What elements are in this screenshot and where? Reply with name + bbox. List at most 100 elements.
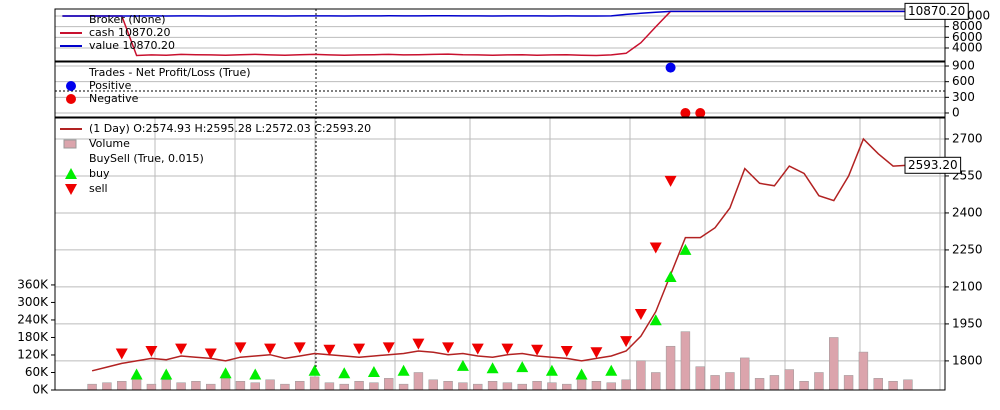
legend-label: cash 10870.20 [89, 26, 170, 39]
marker [175, 343, 188, 355]
marker [679, 243, 692, 255]
volume-bar [324, 382, 335, 391]
y-tick-label: 2400 [952, 205, 983, 219]
volume-bar [176, 382, 186, 391]
last-value-box [904, 2, 969, 20]
y2-tick-label: 240K [17, 312, 49, 326]
volume-bar [428, 379, 438, 391]
series-line [62, 10, 938, 57]
marker [649, 314, 662, 326]
last-value-box [904, 156, 962, 174]
legend-swatch [66, 94, 76, 104]
y-tick-label: 2100 [952, 279, 983, 293]
volume-bar [339, 383, 349, 391]
legend-swatch [65, 168, 77, 179]
volume-bar [710, 375, 720, 391]
volume-bar [695, 366, 705, 391]
volume-bar [858, 351, 869, 391]
y-tick-label: 300 [952, 90, 975, 104]
marker [442, 342, 455, 354]
marker [575, 368, 588, 380]
volume-bar [473, 383, 483, 391]
last-value-label: 10870.20 [908, 4, 965, 18]
y-tick-label: 600 [952, 74, 975, 88]
volume-bar [309, 376, 320, 391]
volume-bar [191, 380, 201, 391]
volume-bar [398, 383, 409, 391]
volume-bar [487, 380, 498, 391]
volume-bar [146, 383, 157, 391]
volume-bar [443, 380, 453, 391]
marker [501, 343, 514, 355]
last-value-label: 2593.20 [908, 158, 958, 172]
marker [664, 271, 677, 283]
volume-bar [517, 383, 527, 391]
volume-bar [369, 382, 379, 391]
legend-label: Positive [89, 79, 132, 92]
marker [516, 361, 529, 373]
marker [456, 359, 469, 371]
marker [397, 364, 410, 376]
y-tick-label: 0 [952, 105, 960, 119]
marker [695, 107, 706, 118]
volume-bar [295, 380, 305, 391]
volume-bar [502, 382, 513, 391]
marker [665, 62, 676, 73]
legend-title: BuySell (True, 0.015) [89, 152, 204, 165]
y2-tick-label: 120K [17, 347, 49, 361]
y2-tick-label: 180K [17, 330, 49, 344]
marker [353, 343, 366, 355]
marker [382, 342, 395, 354]
panel-frame [54, 8, 946, 62]
volume-bar [547, 382, 557, 391]
y-tick-label: 1800 [952, 353, 983, 367]
marker [219, 367, 232, 379]
volume-bar [265, 379, 275, 391]
volume-bar [413, 372, 424, 391]
marker [308, 364, 321, 376]
y-tick-label: 8000 [952, 19, 983, 33]
marker [412, 338, 425, 350]
volume-bar [562, 383, 572, 391]
legend-swatch [66, 81, 76, 91]
legend-label: Volume [89, 137, 130, 150]
marker [293, 342, 306, 354]
volume-bar [532, 380, 542, 391]
y-tick-label: 1950 [952, 316, 983, 330]
volume-bar [769, 375, 780, 391]
marker [605, 364, 618, 376]
marker [204, 348, 217, 360]
legend-label: value 10870.20 [89, 39, 175, 52]
volume-bar [740, 357, 750, 391]
marker [531, 344, 544, 356]
volume-bar [873, 378, 883, 391]
volume-bar [206, 383, 216, 391]
y2-tick-label: 360K [17, 277, 49, 291]
series-line [62, 10, 938, 17]
marker [234, 342, 247, 354]
marker [338, 367, 351, 379]
volume-bar [814, 372, 824, 391]
y-tick-label: 900 [952, 59, 975, 73]
marker [560, 346, 573, 358]
volume-bar [250, 382, 260, 391]
marker [664, 175, 677, 187]
marker [590, 347, 603, 359]
panel-frame [54, 117, 946, 391]
volume-bar [87, 383, 97, 391]
volume-bar [220, 378, 231, 391]
volume-bar [754, 378, 765, 391]
legend-label: sell [89, 182, 108, 195]
volume-bar [680, 331, 691, 391]
marker [264, 343, 277, 355]
legend-label: (1 Day) O:2574.93 H:2595.28 L:2572.03 C:… [89, 122, 371, 135]
marker [323, 344, 336, 356]
volume-bar [235, 380, 246, 391]
volume-bar [354, 380, 364, 391]
marker [145, 346, 158, 358]
volume-bar [829, 337, 839, 391]
volume-bar [843, 375, 854, 391]
volume-bar [888, 380, 898, 391]
marker [620, 336, 633, 348]
volume-bar [458, 382, 468, 391]
